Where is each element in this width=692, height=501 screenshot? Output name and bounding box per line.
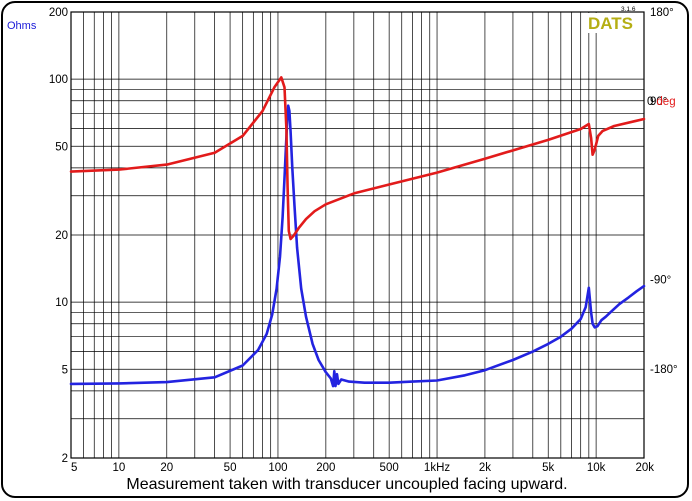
y-tick-label: 50: [55, 141, 68, 153]
chart-caption: Measurement taken with transducer uncoup…: [126, 476, 568, 493]
x-tick-label: 500: [380, 462, 399, 473]
x-tick-label: 5k: [542, 462, 554, 473]
x-tick-label: 200: [316, 462, 335, 473]
phase-zero-label: 0 deg: [647, 96, 676, 108]
phase-unit-label: deg: [656, 96, 675, 108]
version-label: 3.1.6: [621, 6, 636, 13]
y-tick-label: 20: [55, 230, 68, 242]
phase-zero-value: 0: [647, 96, 653, 108]
y-axis-unit-label: Ohms: [7, 20, 37, 32]
y2-tick-label: -90°: [650, 275, 671, 287]
x-tick-label: 50: [224, 462, 237, 473]
plot-border: [70, 11, 645, 459]
brand-backdrop: [586, 13, 636, 33]
y-tick-label: 100: [49, 74, 68, 86]
impedance-curve: [69, 104, 646, 388]
grid: [71, 12, 644, 458]
x-tick-label: 5: [71, 462, 77, 473]
x-tick-label: 1kHz: [424, 462, 450, 473]
impedance-phase-chart: 5 10 20 50 100 200 500 1kHz 2k 5k 10k 20k2001005020…: [7, 6, 678, 473]
y2-tick-label: 90°: [650, 96, 667, 108]
x-tick-label: 2k: [479, 462, 491, 473]
dats-logo: DATS: [588, 14, 633, 33]
phase-curve: [69, 76, 646, 241]
y-tick-label: 200: [49, 7, 68, 19]
y-tick-label: 5: [62, 364, 68, 376]
y2-tick-label: -180°: [650, 364, 678, 376]
x-tick-label: 20k: [635, 462, 654, 473]
x-tick-label: 20: [160, 462, 173, 473]
y2-tick-label: 180°: [650, 7, 674, 19]
y-tick-label: 10: [55, 297, 68, 309]
x-tick-label: 10: [112, 462, 125, 473]
series-layer: [69, 76, 646, 388]
x-tick-label: 10k: [587, 462, 606, 473]
x-tick-label: 100: [268, 462, 287, 473]
y-tick-label: 2: [62, 453, 68, 465]
tick-labels: 5 10 20 50 100 200 500 1kHz 2k 5k 10k 20k2001005020…: [49, 7, 678, 473]
